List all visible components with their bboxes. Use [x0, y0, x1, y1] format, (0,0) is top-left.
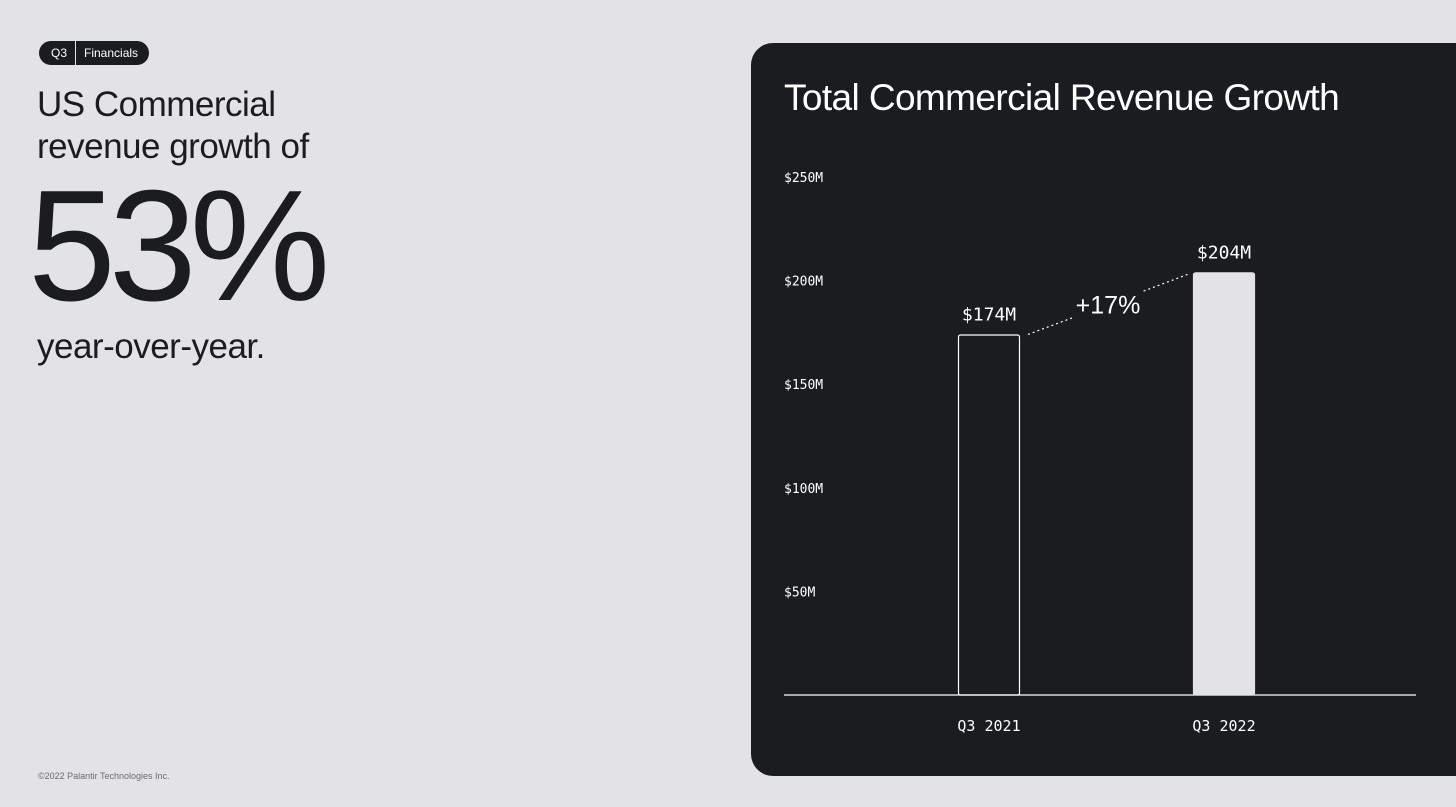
- y-tick-label: $250M: [784, 171, 823, 186]
- chart-panel: Total Commercial Revenue Growth $50M $100…: [751, 43, 1456, 776]
- bar-value-label: $174M: [962, 304, 1016, 325]
- bar-value-label: $204M: [1197, 242, 1251, 263]
- y-tick-label: $100M: [784, 482, 823, 497]
- growth-annotation: +17%: [1076, 291, 1141, 319]
- bar: [957, 334, 1021, 696]
- x-tick-label: Q3 2022: [1192, 717, 1255, 735]
- growth-connector-line: [1027, 317, 1073, 336]
- y-tick-label: $200M: [784, 275, 823, 290]
- y-tick-label: $50M: [784, 585, 815, 600]
- bar-chart: $50M $100M $150M $200M $250M $174M Q3 2021 $204…: [784, 171, 1416, 735]
- y-tick-label: $150M: [784, 378, 823, 393]
- growth-connector-line: [1143, 273, 1189, 292]
- section-badge: Q3 Financials: [39, 41, 150, 65]
- badge-section: Financials: [84, 46, 139, 60]
- badge-divider: [75, 41, 77, 65]
- bar: [1192, 272, 1256, 696]
- badge-quarter: Q3: [51, 46, 68, 60]
- headline: US Commercial revenue growth of: [37, 85, 309, 166]
- big-number: 53%: [28, 158, 330, 334]
- copyright: ©2022 Palantir Technologies Inc.: [38, 771, 170, 781]
- chart-title: Total Commercial Revenue Growth: [784, 77, 1340, 118]
- subline: year-over-year.: [37, 327, 265, 366]
- x-tick-label: Q3 2021: [957, 717, 1020, 735]
